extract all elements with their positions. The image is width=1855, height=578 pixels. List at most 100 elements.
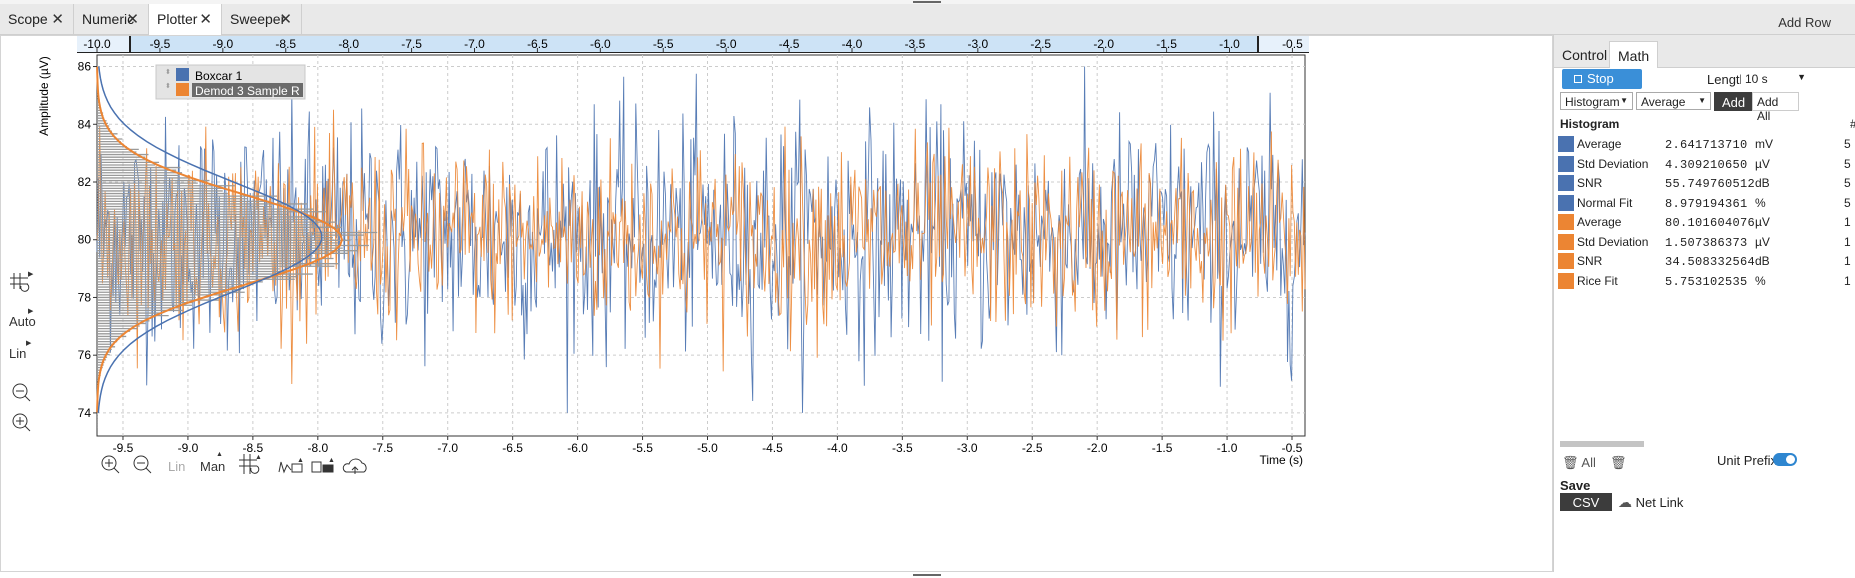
result-value: 55.749760512 (1665, 177, 1756, 191)
close-icon[interactable]: ✕ (199, 11, 212, 28)
result-name: Normal Fit (1577, 195, 1633, 210)
x-scale-lin[interactable]: Lin (168, 459, 186, 474)
result-count: 5 (1844, 137, 1851, 151)
tab-plotter-label: Plotter (157, 11, 198, 27)
plot-svg[interactable]: -10.0 -9.5 -9.0 -8.5 -8.0 -7.5 -7.0 -6.5 -6.0 -5.… (1, 36, 1554, 573)
trash-icon: 🗑 (1610, 455, 1627, 470)
tab-numeric[interactable]: Numeric ✕ (74, 4, 149, 35)
overview-tick-label: -7.0 (464, 37, 485, 51)
overview-tick-label: -1.5 (1156, 37, 1177, 51)
result-unit: % (1755, 273, 1766, 288)
save-table-icon[interactable] (311, 461, 334, 473)
tab-sweeper[interactable]: Sweeper ✕ (222, 4, 302, 35)
bottom-toolbar (10, 273, 367, 474)
overview-tick-label: -8.0 (338, 37, 359, 51)
cursor-icon[interactable] (239, 454, 260, 474)
auto-menu-icon[interactable]: ▶ (28, 308, 34, 315)
overview-tick-label: -1.0 (1219, 37, 1240, 51)
result-row[interactable]: SNR 55.749760512 dB 5 (1558, 174, 1851, 193)
overview-tick-label: -10.0 (83, 37, 111, 51)
series-layer (96, 66, 1306, 413)
length-select[interactable]: 10 s ▼ (1741, 70, 1810, 88)
result-name: SNR (1577, 176, 1603, 190)
netlink-button[interactable]: ☁ Net Link (1618, 494, 1683, 511)
delete-button[interactable]: 🗑 (1610, 455, 1627, 471)
delete-all-button[interactable]: 🗑 All (1562, 455, 1596, 471)
stop-button[interactable]: Stop (1562, 69, 1642, 89)
color-swatch (1558, 253, 1574, 269)
add-all-button[interactable]: Add All (1752, 92, 1799, 123)
result-row[interactable]: Rice Fit 5.753102535% 1 (1558, 272, 1851, 291)
result-row[interactable]: Normal Fit 8.979194361% 5 (1558, 194, 1851, 213)
result-row[interactable]: SNR 34.508332564 dB 1 (1558, 252, 1851, 271)
legend-arrows-icon[interactable]: ⬍ (165, 68, 171, 76)
result-count: 1 (1844, 234, 1851, 249)
length-value: 10 s (1745, 72, 1768, 86)
tab-control[interactable]: Control (1562, 47, 1608, 63)
close-icon[interactable]: ✕ (126, 11, 139, 28)
result-count: 1 (1844, 254, 1851, 268)
legend-label-boxcar[interactable]: Boxcar 1 (195, 69, 243, 83)
math-op-select[interactable]: Average ▼ (1636, 92, 1711, 110)
left-zoom-out-icon[interactable] (12, 383, 31, 402)
series-line-0 (96, 66, 1306, 413)
result-count: 5 (1844, 156, 1851, 171)
add-button[interactable]: Add (1714, 92, 1754, 111)
result-row[interactable]: Std Deviation 1.507386373 µV 1 (1558, 233, 1851, 252)
save-menu-icon[interactable]: ▲ (328, 457, 335, 464)
math-type-select[interactable]: Histogram ▼ (1560, 92, 1633, 110)
left-cursor-icon[interactable] (10, 273, 30, 292)
legend-arrows-icon[interactable]: ⬍ (165, 82, 171, 90)
legend[interactable]: ⬍ Boxcar 1 ⬍ Demod 3 Sample R (155, 64, 306, 100)
panel-tab-bar: Control Math (1554, 35, 1855, 68)
csv-button[interactable]: CSV (1560, 493, 1612, 511)
x-tick-label: -0.5 (1282, 441, 1303, 455)
result-unit: mV (1755, 137, 1773, 151)
result-name: Average (1577, 215, 1622, 229)
math-menu-icon[interactable]: ▲ (297, 457, 304, 464)
y-tick-label: 82 (78, 175, 92, 189)
cloud-upload-icon: ☁ (1618, 494, 1632, 510)
result-value: 80.101604076 (1665, 216, 1756, 230)
result-row[interactable]: Average 2.641713710 mV 5 (1558, 135, 1851, 154)
result-name: Std Deviation (1577, 234, 1649, 249)
overview-tick-label: -9.0 (212, 37, 233, 51)
left-zoom-in-icon[interactable] (12, 413, 31, 432)
add-row-button[interactable]: Add Row (1778, 15, 1831, 30)
histogram-fit-boxcar (97, 66, 323, 413)
tab-math[interactable]: Math (1609, 41, 1659, 68)
tab-plotter[interactable]: Plotter ✕ (149, 4, 222, 36)
splitter-grip[interactable] (913, 1, 941, 3)
color-swatch (1558, 272, 1574, 289)
bottom-splitter-grip[interactable] (913, 574, 941, 576)
man-menu-icon[interactable]: ▲ (216, 451, 223, 458)
tab-scope[interactable]: Scope ✕ (0, 4, 74, 35)
legend-label-demod[interactable]: Demod 3 Sample R (195, 84, 300, 98)
zoom-in-icon[interactable] (101, 455, 120, 474)
legend-highlight (192, 83, 303, 97)
top-splitter[interactable] (0, 0, 1855, 4)
cloud-upload-icon[interactable] (342, 458, 367, 474)
unit-prefix-toggle[interactable] (1773, 453, 1797, 466)
result-row[interactable]: Std Deviation 4.309210650 µV 5 (1558, 155, 1851, 174)
lin-menu-icon[interactable]: ▶ (26, 340, 32, 347)
legend-swatch-boxcar (176, 68, 189, 81)
x-range-man[interactable]: Man (200, 459, 226, 474)
chevron-down-icon: ▼ (1797, 72, 1806, 82)
results-scrollbar[interactable] (1560, 441, 1644, 447)
math-type-value: Histogram (1565, 95, 1620, 109)
y-scale-auto[interactable]: Auto (9, 314, 36, 329)
result-name: Average (1577, 137, 1622, 151)
overview-selection[interactable] (130, 36, 1258, 52)
close-icon[interactable]: ✕ (51, 11, 64, 28)
math-waveform-icon[interactable] (278, 461, 303, 474)
tab-numeric-label: Numeric (82, 11, 135, 27)
close-icon[interactable]: ✕ (279, 11, 292, 28)
cursor-menu-icon[interactable]: ▲ (255, 454, 262, 461)
result-row[interactable]: Average 80.101604076 µV 1 (1558, 213, 1851, 232)
y-scale-lin[interactable]: Lin (9, 346, 27, 361)
zoom-out-icon[interactable] (133, 455, 152, 474)
left-cursor-menu-icon[interactable]: ▶ (28, 271, 34, 278)
result-count: 1 (1844, 273, 1851, 288)
x-tick-label: -1.5 (1152, 441, 1173, 455)
